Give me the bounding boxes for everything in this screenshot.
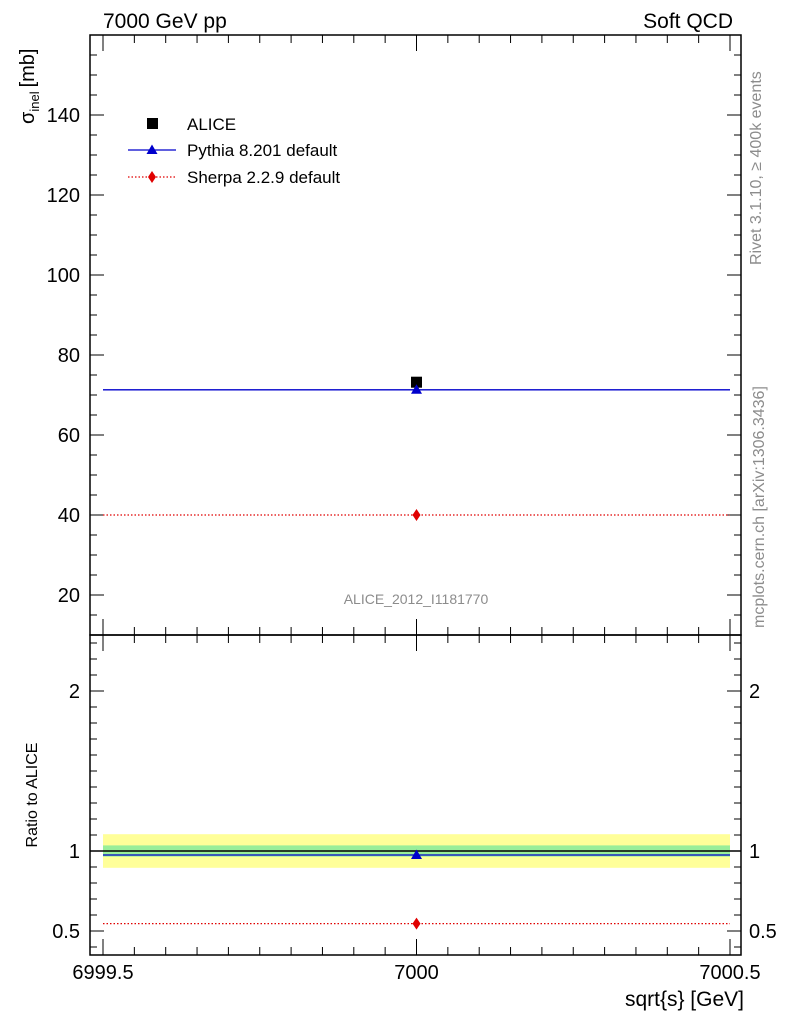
y-label-unit: [mb] — [17, 49, 39, 88]
main-series — [103, 376, 730, 521]
legend-marker-pythia — [146, 144, 158, 154]
ratio-y-tick-label-right: 2 — [749, 681, 760, 703]
x-tick-label: 7000.5 — [699, 962, 760, 984]
ratio-y-tick-label-right: 0.5 — [749, 921, 777, 943]
analysis-label: ALICE_2012_I1181770 — [344, 591, 489, 607]
ratio-y-tick-label: 0.5 — [52, 921, 80, 943]
legend-label-sherpa: Sherpa 2.2.9 default — [187, 168, 340, 187]
legend-label-alice: ALICE — [187, 115, 236, 134]
side-label-rivet: Rivet 3.1.10, ≥ 400k events — [748, 71, 765, 265]
ratio-y-tick-label: 2 — [69, 681, 80, 703]
legend: ALICE Pythia 8.201 default Sherpa 2.2.9 … — [128, 115, 340, 187]
header-left: 7000 GeV pp — [103, 10, 227, 33]
ratio-y-tick-label: 1 — [69, 841, 80, 863]
ratio-y-tick-label-right: 1 — [749, 841, 760, 863]
ratio-bands — [90, 834, 741, 868]
y-tick-labels: 20 40 60 80 100 120 140 0.5 0.5 1 1 2 2 — [47, 105, 777, 943]
legend-marker-sherpa — [148, 171, 156, 183]
x-axis-label: sqrt{s} [GeV] — [625, 988, 744, 1011]
data-point-sherpa — [412, 509, 421, 521]
ratio-y-axis-label: Ratio to ALICE — [24, 743, 41, 848]
y-tick-label: 120 — [47, 185, 80, 207]
ratio-panel-frame — [89, 634, 742, 956]
y-tick-label: 80 — [58, 345, 80, 367]
ratio-point-sherpa — [412, 917, 421, 930]
y-tick-label: 40 — [58, 505, 80, 527]
legend-marker-alice — [147, 118, 158, 129]
data-point-alice — [411, 376, 422, 388]
header-right: Soft QCD — [643, 10, 733, 33]
legend-label-pythia: Pythia 8.201 default — [187, 141, 338, 160]
y-tick-label: 20 — [58, 585, 80, 607]
x-tick-labels: 6999.5 7000 7000.5 — [72, 962, 760, 984]
y-tick-label: 60 — [58, 425, 80, 447]
main-y-axis-label: σinel [mb] — [17, 49, 42, 125]
side-label-mcplots: mcplots.cern.ch [arXiv:1306.3436] — [751, 386, 768, 628]
x-tick-label: 7000 — [394, 962, 439, 984]
axis-ticks — [90, 35, 741, 955]
data-point-pythia — [411, 384, 422, 394]
x-tick-label: 6999.5 — [72, 962, 133, 984]
ratio-point-pythia — [411, 849, 422, 859]
y-label-subscript: inel — [27, 91, 42, 111]
y-tick-label: 140 — [47, 105, 80, 127]
ratio-series — [103, 849, 730, 930]
y-tick-label: 100 — [47, 265, 80, 287]
y-label-symbol: σ — [17, 111, 39, 124]
